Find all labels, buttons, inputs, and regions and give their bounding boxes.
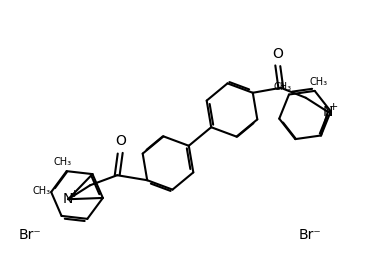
Text: N: N [323,105,333,119]
Text: N: N [63,192,73,206]
Text: Br⁻: Br⁻ [19,228,41,242]
Text: +: + [329,102,338,112]
Text: O: O [115,134,126,148]
Text: CH₃: CH₃ [274,82,292,92]
Text: CH₃: CH₃ [310,77,327,87]
Text: CH₃: CH₃ [54,157,72,167]
Text: Br⁻: Br⁻ [299,228,321,242]
Text: O: O [272,47,283,61]
Text: +: + [69,189,79,199]
Text: CH₃: CH₃ [32,186,50,196]
